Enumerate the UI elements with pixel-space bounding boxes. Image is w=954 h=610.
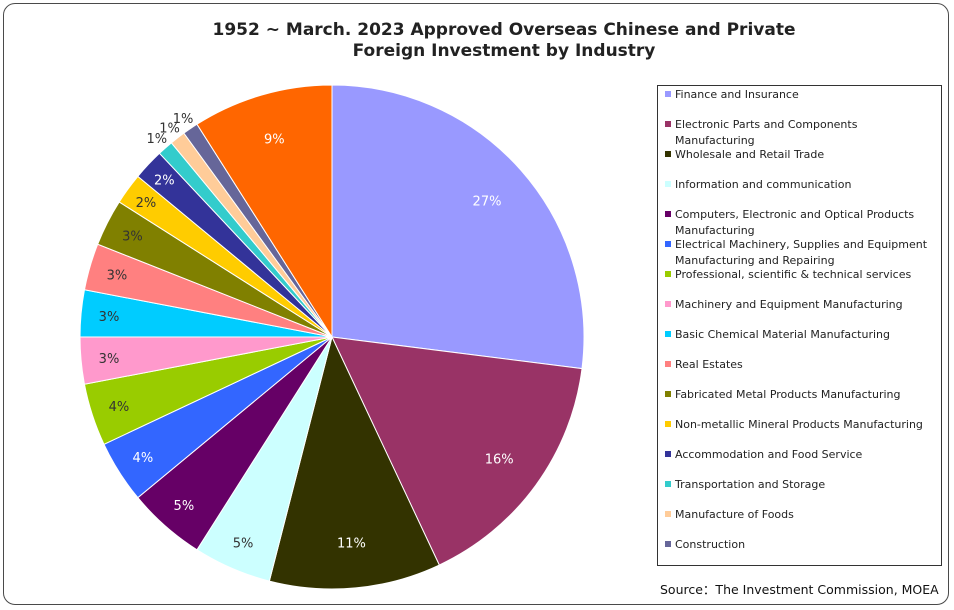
pie-slice: [331, 84, 585, 370]
legend: Finance and Insurance Electronic Parts an…: [657, 85, 942, 566]
legend-label: Accommodation and Food Service: [675, 448, 863, 461]
slice-percent-label: 16%: [485, 452, 514, 467]
slice-percent-label: 4%: [133, 451, 154, 466]
legend-item: Non-metallic Mineral Products Manufactur…: [665, 417, 940, 433]
legend-swatch: [665, 541, 671, 547]
legend-swatch: [665, 511, 671, 517]
legend-item: Computers, Electronic and Optical Produc…: [665, 207, 940, 239]
chart-title-line-1: 1952 ~ March. 2023 Approved Overseas Chi…: [212, 20, 796, 40]
slice-percent-label: 27%: [473, 194, 502, 209]
legend-label: Electronic Parts and Components Manufact…: [675, 118, 858, 147]
legend-label: Information and communication: [675, 178, 852, 191]
legend-swatch: [665, 121, 671, 127]
pie-slice: [331, 336, 583, 566]
legend-item: Electrical Machinery, Supplies and Equip…: [665, 237, 940, 269]
legend-item: Manufacture of Foods: [665, 507, 940, 523]
slice-percent-label: 3%: [99, 352, 120, 367]
legend-item: Wholesale and Retail Trade: [665, 147, 940, 163]
legend-label: Basic Chemical Material Manufacturing: [675, 328, 890, 341]
legend-item: Fabricated Metal Products Manufacturing: [665, 387, 940, 403]
legend-swatch: [665, 331, 671, 337]
legend-label: Electrical Machinery, Supplies and Equip…: [675, 238, 928, 267]
legend-item: Real Estates: [665, 357, 940, 373]
legend-label: Machinery and Equipment Manufacturing: [675, 298, 903, 311]
slice-percent-label: 11%: [337, 537, 366, 552]
legend-swatch: [665, 91, 671, 97]
legend-item: Basic Chemical Material Manufacturing: [665, 327, 940, 343]
legend-label: Fabricated Metal Products Manufacturing: [675, 388, 901, 401]
slice-percent-label: 9%: [264, 133, 285, 148]
slice-percent-label: 3%: [122, 229, 143, 244]
legend-swatch: [665, 391, 671, 397]
legend-swatch: [665, 421, 671, 427]
legend-label: Wholesale and Retail Trade: [675, 148, 825, 161]
pie-slice: [196, 84, 333, 339]
legend-item: Accommodation and Food Service: [665, 447, 940, 463]
slice-percent-label: 3%: [99, 310, 120, 325]
legend-label: Transportation and Storage: [675, 478, 826, 491]
legend-item: Machinery and Equipment Manufacturing: [665, 297, 940, 313]
legend-label: Finance and Insurance: [675, 88, 799, 101]
slice-percent-label: 2%: [154, 174, 175, 189]
legend-label: Manufacture of Foods: [675, 508, 794, 521]
legend-item: Transportation and Storage: [665, 477, 940, 493]
legend-item: Finance and Insurance: [665, 87, 940, 103]
slice-percent-label: 1%: [173, 112, 194, 127]
legend-swatch: [665, 241, 671, 247]
legend-swatch: [665, 151, 671, 157]
legend-swatch: [665, 181, 671, 187]
slice-percent-label: 5%: [233, 537, 254, 552]
legend-item: Professional, scientific & technical ser…: [665, 267, 940, 283]
legend-swatch: [665, 271, 671, 277]
legend-label: Construction: [675, 538, 746, 551]
legend-label: Real Estates: [675, 358, 743, 371]
chart-title: 1952 ~ March. 2023 Approved Overseas Chi…: [174, 20, 834, 62]
slice-percent-label: 4%: [109, 400, 130, 415]
slice-percent-label: 2%: [136, 196, 157, 211]
legend-label: Computers, Electronic and Optical Produc…: [675, 208, 915, 237]
legend-label: Non-metallic Mineral Products Manufactur…: [675, 418, 923, 431]
chart-title-line-2: Foreign Investment by Industry: [352, 41, 656, 61]
legend-swatch: [665, 301, 671, 307]
legend-swatch: [665, 481, 671, 487]
legend-item: Construction: [665, 537, 940, 553]
legend-swatch: [665, 211, 671, 217]
legend-swatch: [665, 451, 671, 457]
legend-swatch: [665, 361, 671, 367]
source-note: Source：The Investment Commission, MOEA: [660, 582, 939, 597]
slice-percent-label: 1%: [146, 132, 167, 147]
slice-percent-label: 1%: [159, 122, 180, 137]
legend-label: Professional, scientific & technical ser…: [675, 268, 912, 281]
legend-item: Information and communication: [665, 177, 940, 193]
slice-percent-label: 5%: [174, 499, 195, 514]
slice-percent-label: 3%: [107, 269, 128, 284]
pie-slice: [268, 335, 440, 590]
legend-item: Electronic Parts and Components Manufact…: [665, 117, 940, 149]
